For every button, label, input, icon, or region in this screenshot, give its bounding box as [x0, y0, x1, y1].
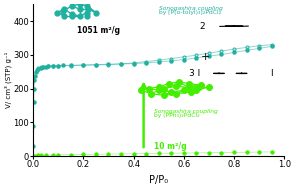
- Text: 2: 2: [199, 22, 205, 31]
- Y-axis label: V/ cm³ (STP) g⁻¹: V/ cm³ (STP) g⁻¹: [4, 52, 12, 108]
- Text: I: I: [271, 69, 273, 78]
- Text: +: +: [201, 52, 210, 61]
- X-axis label: P/P₀: P/P₀: [149, 175, 168, 185]
- Text: by (PPh₃)₂PdCl₂: by (PPh₃)₂PdCl₂: [154, 113, 199, 118]
- Text: Sonogashira coupling: Sonogashira coupling: [159, 6, 222, 11]
- Text: by [P(o-tolyl)₃]₂PdCl₂: by [P(o-tolyl)₃]₂PdCl₂: [159, 10, 221, 15]
- Text: 10 m²/g: 10 m²/g: [154, 142, 186, 151]
- Text: Sonogashira coupling: Sonogashira coupling: [154, 109, 217, 114]
- Text: 1051 m²/g: 1051 m²/g: [77, 26, 120, 35]
- Text: 3 I: 3 I: [189, 69, 200, 78]
